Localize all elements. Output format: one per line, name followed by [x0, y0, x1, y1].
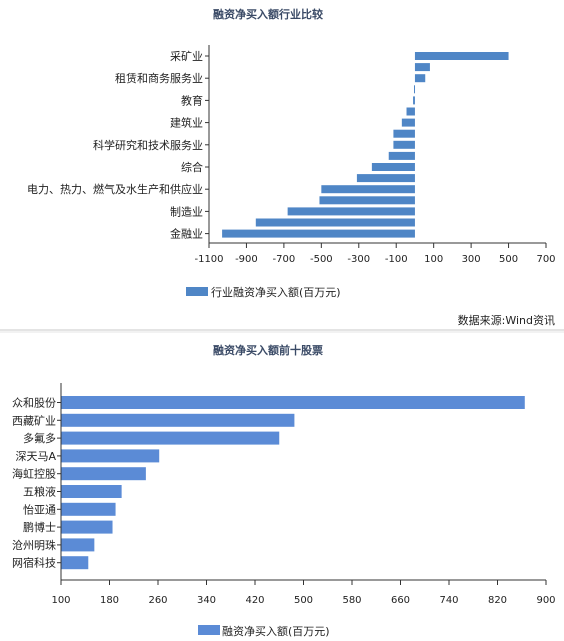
chart1-x-tick-label: -900: [235, 254, 258, 265]
chart1-category-label: 金融业: [170, 227, 203, 241]
chart2-ticks: 100 180 260 340 420 500 580 660 740 820 900: [51, 580, 556, 606]
chart1-bar: [414, 85, 416, 94]
chart1-category-label: 电力、热力、燃气及水生产和供应业: [27, 182, 203, 196]
chart1-category-labels: 采矿业租赁和商务服务业教育建筑业科学研究和技术服务业综合电力、热力、燃气及水生产…: [27, 50, 209, 241]
chart2-legend-swatch: [198, 625, 220, 635]
chart2-bar: [61, 502, 116, 516]
chart2-x-tick-label: 740: [439, 595, 458, 606]
chart1-bar: [413, 96, 415, 105]
chart1-bar: [414, 52, 509, 60]
chart2-category-label: 网宿科技: [12, 556, 56, 570]
chart2-category-label: 海虹控股: [12, 467, 56, 481]
chart1-bar: [222, 229, 415, 238]
chart1-category-label: 建筑业: [170, 116, 203, 130]
chart1-category-label: 科学研究和技术服务业: [93, 138, 203, 152]
chart2-bar: [61, 538, 95, 552]
chart1-legend-swatch: [186, 287, 208, 296]
chart1-bar: [393, 129, 415, 138]
chart1-bars: [222, 52, 509, 238]
chart2-x-tick-label: 660: [391, 595, 410, 606]
chart1-title: 融资净买入额行业比较: [213, 7, 323, 21]
chart2-bar: [61, 520, 113, 534]
chart1-x-tick-label: -500: [310, 254, 333, 265]
chart1-bar: [255, 218, 415, 227]
chart1-bar: [319, 196, 415, 205]
chart1-bar: [287, 207, 415, 216]
chart1-legend-label: 行业融资净买入额(百万元): [211, 285, 341, 299]
chart2-bar: [61, 413, 295, 427]
chart1-category-label: 采矿业: [170, 50, 203, 63]
chart2-x-tick-label: 500: [294, 595, 313, 606]
chart2-x-tick-label: 420: [245, 595, 264, 606]
chart2-x-tick-label: 340: [197, 595, 216, 606]
chart2-bar: [61, 485, 122, 498]
chart1-x-tick-label: 300: [462, 254, 481, 265]
chart2-x-tick-label: 180: [100, 595, 119, 606]
chart2-category-label: 鹏博士: [23, 521, 56, 534]
chart1-x-tick-label: 700: [536, 254, 555, 265]
chart2-bars: [61, 396, 525, 570]
chart1-bar: [388, 151, 415, 160]
chart2-bar: [61, 431, 280, 445]
chart2-bar: [61, 467, 146, 481]
chart1-bar: [406, 107, 415, 116]
chart2-x-tick-label: 820: [488, 595, 507, 606]
chart2-x-tick-label: 900: [536, 595, 555, 606]
chart1-x-tick-label: -100: [385, 254, 408, 265]
chart1-bar: [321, 185, 415, 194]
source-note: 数据来源:Wind资讯: [458, 313, 555, 327]
chart2-category-label: 怡亚通: [23, 502, 56, 516]
chart1-bar: [414, 74, 426, 83]
chart1-x-tick-label: 500: [499, 254, 518, 265]
chart1-x-tick-label: -1100: [194, 254, 223, 265]
chart1-x-tick-label: -700: [273, 254, 296, 265]
chart2-bar: [61, 449, 160, 463]
chart1-bar: [414, 63, 430, 72]
chart1-bar: [371, 163, 415, 171]
chart2-category-label: 深天马A: [15, 450, 56, 463]
chart1-x-tick-label: -300: [347, 254, 370, 265]
chart2-category-label: 西藏矿业: [12, 414, 56, 427]
chart1-category-label: 制造业: [170, 204, 203, 218]
chart1-bar: [356, 174, 415, 183]
chart1-category-label: 教育: [181, 93, 203, 107]
chart2-bar: [61, 556, 89, 570]
chart1-category-label: 综合: [181, 160, 203, 174]
chart1-bar: [393, 140, 415, 149]
chart2-bar: [61, 396, 525, 409]
chart2-category-label: 多氟多: [23, 431, 56, 445]
chart2-category-label: 众和股份: [12, 397, 56, 410]
chart2-x-tick-label: 580: [342, 595, 361, 606]
chart1-bar: [401, 118, 415, 127]
chart2-x-tick-label: 100: [51, 595, 70, 606]
chart1-x-tick-label: 100: [424, 254, 443, 265]
chart1-ticks: -1100 -900 -700 -500 -300 -100 100 300 500 700: [194, 243, 556, 265]
chart1-category-label: 租赁和商务服务业: [115, 71, 203, 85]
chart2-category-label: 五粮液: [23, 485, 56, 499]
chart2-title: 融资净买入额前十股票: [213, 343, 323, 357]
chart2-legend-label: 融资净买入额(百万元): [222, 624, 330, 638]
chart2-x-tick-label: 260: [148, 595, 167, 606]
chart2-category-label: 沧州明珠: [12, 538, 56, 552]
